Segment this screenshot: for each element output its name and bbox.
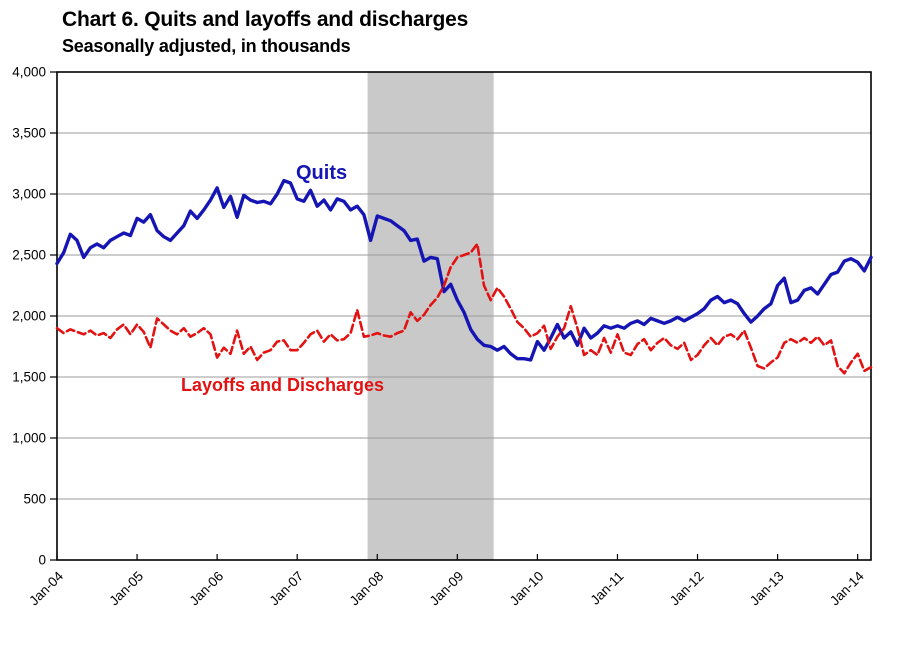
chart-subtitle: Seasonally adjusted, in thousands (62, 36, 351, 56)
x-tick-label: Jan-12 (667, 569, 707, 609)
y-tick-label: 1,000 (12, 431, 46, 446)
x-tick-label: Jan-14 (827, 568, 867, 608)
layoffs-series-label: Layoffs and Discharges (181, 375, 384, 395)
x-tick-label: Jan-04 (26, 568, 66, 608)
x-tick-label: Jan-05 (106, 569, 146, 609)
x-tick-label: Jan-13 (747, 569, 787, 609)
x-tick-label: Jan-09 (427, 569, 467, 609)
x-tick-label: Jan-07 (267, 569, 307, 609)
y-tick-label: 1,500 (12, 370, 46, 385)
y-tick-label: 2,500 (12, 248, 46, 263)
quits-series-label: Quits (296, 162, 347, 184)
x-tick-label: Jan-10 (507, 569, 547, 609)
y-tick-label: 3,000 (12, 187, 46, 202)
plot-layer: 0 500 1,000 1,500 2,000 2,500 3,000 3,500 4,000 J… (12, 65, 873, 609)
quits-line (55, 178, 873, 362)
y-tick-label: 500 (23, 492, 46, 507)
x-tick-label: Jan-06 (186, 569, 226, 609)
layoffs-and-discharges-line (55, 242, 873, 375)
y-tick-label: 3,500 (12, 126, 46, 141)
y-tick-label: 0 (38, 553, 46, 568)
y-tick-label: 2,000 (12, 309, 46, 324)
chart-title: Chart 6. Quits and layoffs and discharge… (62, 8, 469, 31)
x-tick-label: Jan-08 (347, 569, 387, 609)
x-tick-label: Jan-11 (587, 569, 626, 608)
y-tick-label: 4,000 (12, 65, 46, 80)
